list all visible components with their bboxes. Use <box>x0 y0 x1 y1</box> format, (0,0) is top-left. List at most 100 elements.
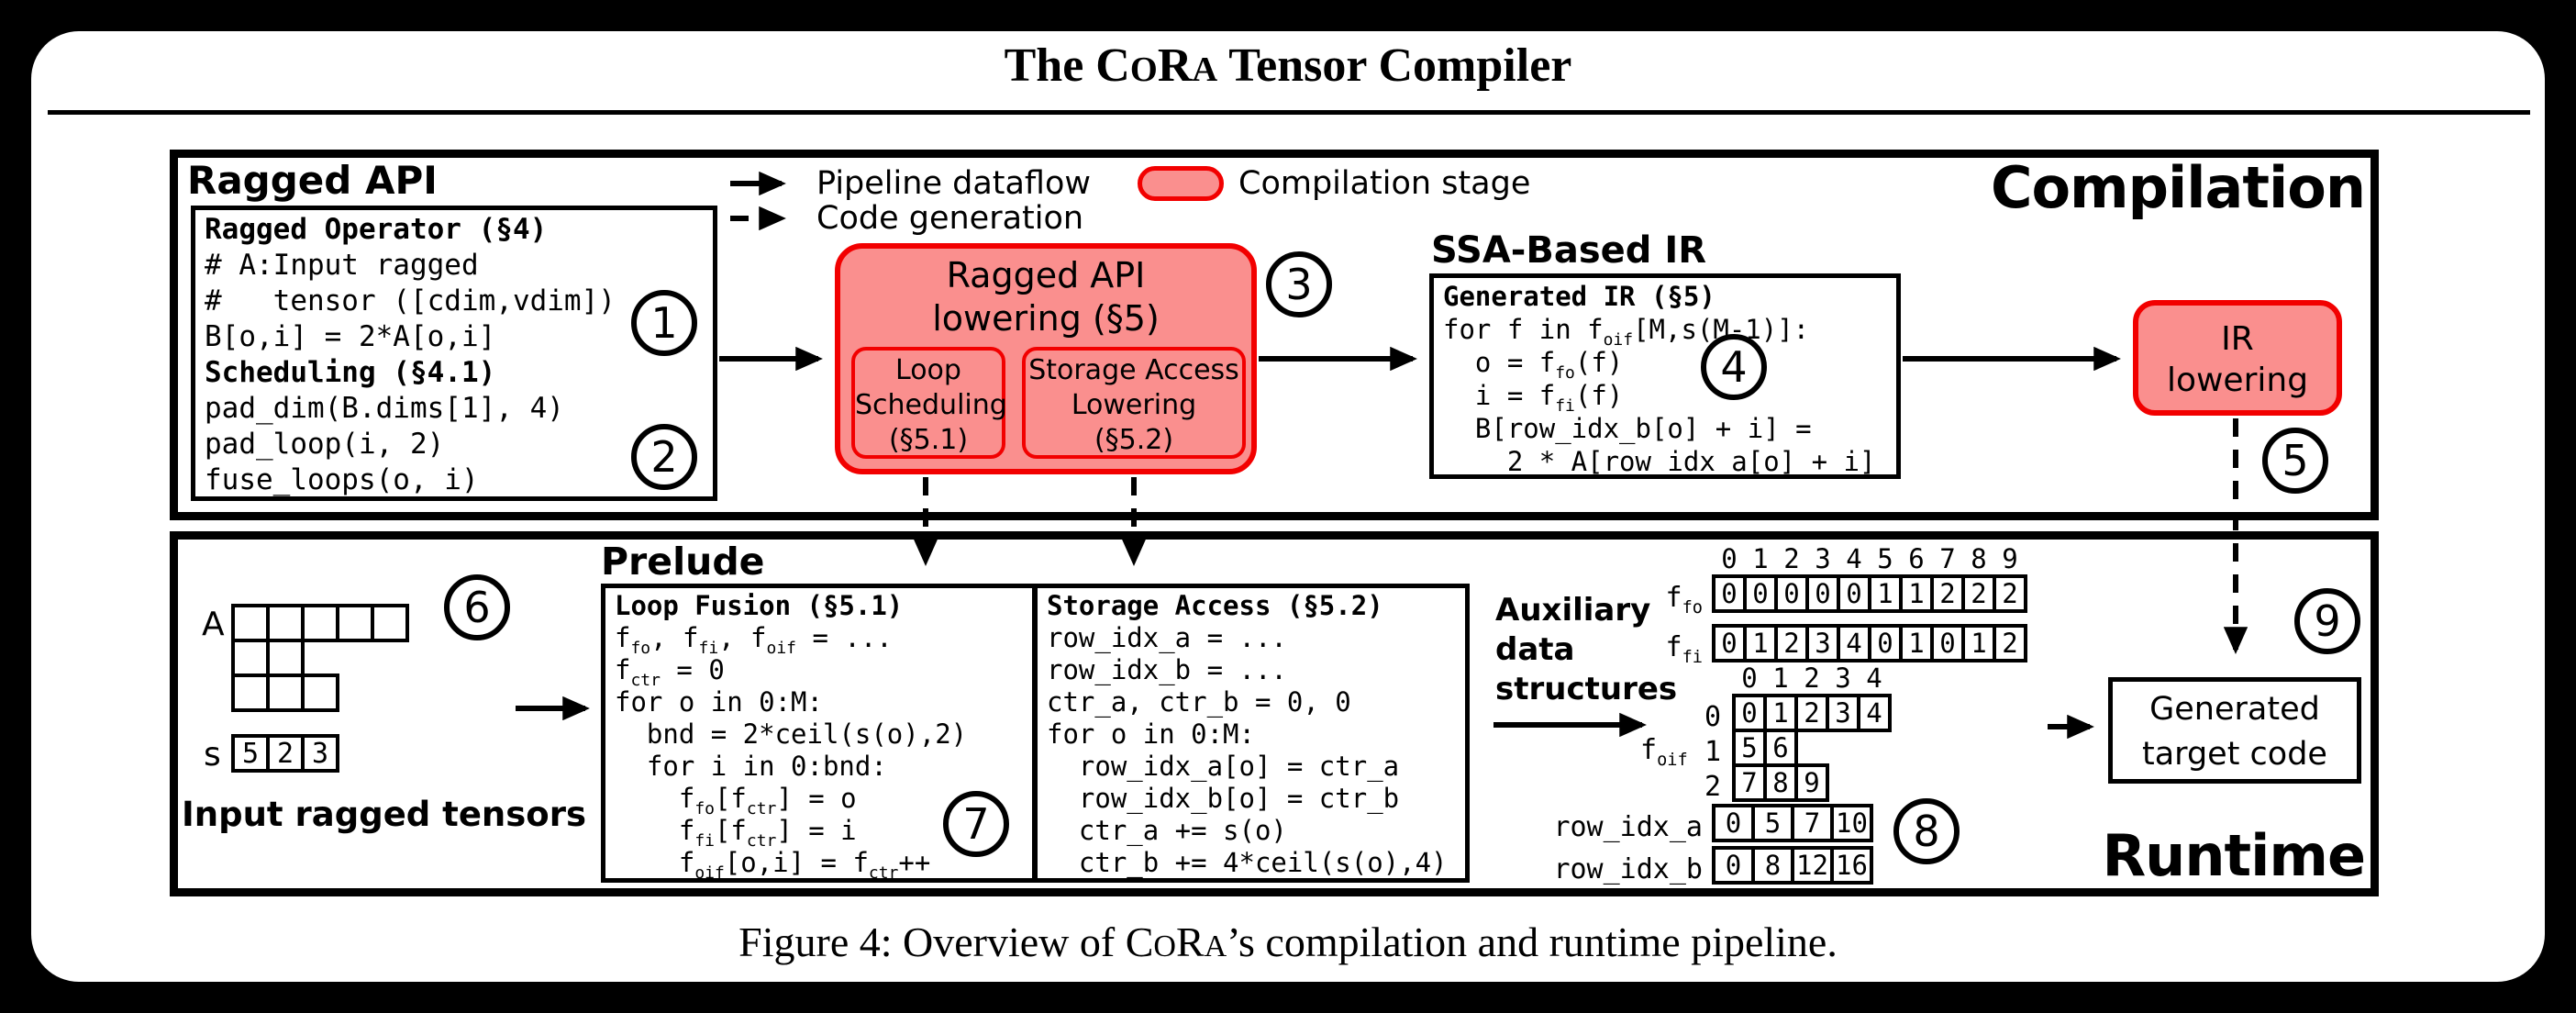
table-cell: 0 <box>1868 624 1903 662</box>
table-cell: 1 <box>1772 662 1789 694</box>
table-cell: 0 <box>1721 543 1738 574</box>
generated-target-code-box: Generated target code <box>2108 677 2361 784</box>
table-cell: 6 <box>1763 729 1798 767</box>
f-fo-label: ffo <box>1665 582 1703 618</box>
code-line: pad_dim(B.dims[1], 4) <box>205 392 564 425</box>
storage-access-codebox: Storage Access (§5.2) row_idx_a = ... row_… <box>1033 584 1470 883</box>
table-cell: 8 <box>1751 846 1794 885</box>
step-badge-1: 1 <box>631 290 697 356</box>
loop-fusion-codebox: Loop Fusion (§5.1) ffo, ffi, foif = ... fc… <box>601 584 1037 883</box>
compilation-panel-label: Compilation <box>1990 154 2366 221</box>
input-tensor-row <box>231 604 409 642</box>
table-cell: 3 <box>1815 543 1831 574</box>
legend-stage-pill <box>1138 166 1224 201</box>
code-line: for o in 0:M: <box>1047 718 1255 750</box>
code-line: row_idx_b = ... <box>1047 654 1287 685</box>
table-cell: 2 <box>1794 694 1829 732</box>
table-cell <box>371 604 409 642</box>
aux-label-line3: structures <box>1495 671 1678 707</box>
ragged-api-lowering-title-line2: lowering (§5) <box>932 298 1160 339</box>
figure-caption-text: Figure 4: Overview of C <box>738 918 1154 965</box>
row-idx-b-label: row_idx_b <box>1553 853 1703 885</box>
table-cell: 2 <box>1961 574 1996 613</box>
generated-ir-codebox: Generated IR (§5) for f in foif[M,s(M-1)]… <box>1429 273 1901 479</box>
code-line: fctr = 0 <box>615 654 725 690</box>
loop-scheduling-line2: Scheduling <box>855 389 1007 421</box>
legend-codegen-label: Code generation <box>816 200 1084 237</box>
table-cell: 1 <box>1763 694 1798 732</box>
table-cell: 5 <box>1732 729 1767 767</box>
code-line: ffi[fctr] = i <box>615 815 857 851</box>
loop-scheduling-box: Loop Scheduling (§5.1) <box>851 347 1007 459</box>
code-line: foif[o,i] = fctr++ <box>615 847 931 883</box>
row-idx-a-row: 0 5 7 10 <box>1712 804 1873 842</box>
table-cell: 0 <box>1712 846 1755 885</box>
table-cell <box>336 604 374 642</box>
table-cell: 4 <box>1837 624 1871 662</box>
table-cell: 9 <box>1794 763 1829 802</box>
table-cell: 2 <box>1993 624 2027 662</box>
code-line: for o in 0:M: <box>615 686 823 718</box>
code-line: bnd = 2*ceil(s(o),2) <box>615 718 968 750</box>
step-badge-2: 2 <box>631 424 697 490</box>
storage-access-lowering-box: Storage Access Lowering (§5.2) <box>1022 347 1246 459</box>
table-cell: 5 <box>231 734 270 773</box>
table-cell: 3 <box>1826 694 1860 732</box>
table-cell: 4 <box>1866 662 1882 694</box>
input-ragged-tensors-caption: Input ragged tensors <box>182 795 586 834</box>
code-line: B[o,i] = 2*A[o,i] <box>205 320 496 353</box>
step-badge-4: 4 <box>1701 334 1767 400</box>
table-cell: 2 <box>1993 574 2027 613</box>
table-cell: 0 <box>1837 574 1871 613</box>
table-cell <box>266 673 305 712</box>
table-cell <box>266 639 305 677</box>
table-cell: 8 <box>1971 543 1987 574</box>
code-line: ffo, ffi, foif = ... <box>615 622 893 658</box>
loop-scheduling-line3: (§5.1) <box>888 424 969 456</box>
ir-lowering-line1: IR <box>2221 320 2254 358</box>
code-line: o = ffo(f) <box>1443 347 1624 383</box>
table-cell: 2 <box>1783 543 1800 574</box>
code-line: for i in 0:bnd: <box>615 751 887 782</box>
table-cell: 0 <box>1712 804 1755 842</box>
f-oif-row-label: 2 <box>1704 771 1721 803</box>
table-cell: 16 <box>1830 846 1873 885</box>
title-rule <box>48 110 2530 115</box>
table-cell: 3 <box>1835 662 1851 694</box>
f-oif-row-label: 1 <box>1704 736 1721 768</box>
paper-title-smallcap: O <box>1129 50 1158 89</box>
code-line: pad_loop(i, 2) <box>205 428 445 461</box>
aux-label-line1: Auxiliary <box>1495 592 1651 629</box>
paper-title-text: The C <box>1004 39 1130 92</box>
paper-title: The CORA Tensor Compiler <box>0 39 2576 93</box>
table-cell: 7 <box>1939 543 1956 574</box>
code-line: # tensor ([cdim,vdim]) <box>205 284 616 317</box>
prelude-heading: Prelude <box>601 540 765 584</box>
table-cell: 1 <box>1899 624 1934 662</box>
table-cell: 2 <box>266 734 305 773</box>
code-line: Storage Access (§5.2) <box>1047 590 1383 621</box>
table-cell: 9 <box>2002 543 2018 574</box>
figure-caption: Figure 4: Overview of CORA’s compilation… <box>0 918 2576 966</box>
table-cell: 0 <box>1712 574 1747 613</box>
table-cell <box>231 604 270 642</box>
ragged-operator-codebox: Ragged Operator (§4) # A:Input ragged # te… <box>191 206 717 501</box>
figure-caption-smallcap: O <box>1153 930 1176 963</box>
f-oif-label: foif <box>1640 734 1688 770</box>
table-cell: 4 <box>1857 694 1892 732</box>
table-cell: 2 <box>1930 574 1965 613</box>
step-badge-5: 5 <box>2262 428 2328 494</box>
legend-stage-label: Compilation stage <box>1238 165 1531 202</box>
storage-access-lowering-line1: Storage Access <box>1028 354 1239 386</box>
code-line: fuse_loops(o, i) <box>205 463 479 496</box>
code-line: ctr_a, ctr_b = 0, 0 <box>1047 686 1351 718</box>
table-cell: 10 <box>1830 804 1873 842</box>
ir-lowering-line2: lowering <box>2166 362 2309 399</box>
ragged-api-lowering-title: Ragged API lowering (§5) <box>840 249 1251 340</box>
code-line: row_idx_a[o] = ctr_a <box>1047 751 1400 782</box>
